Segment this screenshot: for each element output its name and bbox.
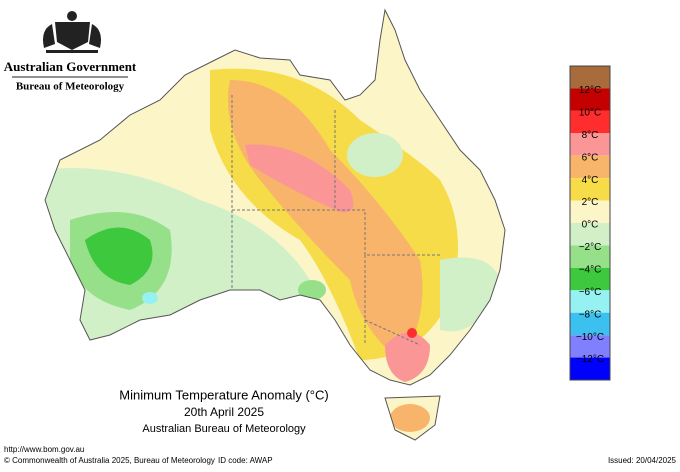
legend-swatch	[570, 88, 610, 111]
url: http://www.bom.gov.au	[4, 445, 84, 454]
legend-swatch	[570, 267, 610, 291]
legend-swatch	[570, 357, 610, 380]
legend-label: −2°C	[579, 242, 602, 253]
legend-label: 10°C	[579, 107, 601, 118]
legend-swatch	[570, 245, 610, 268]
id-code: ID code: AWAP	[218, 456, 273, 465]
legend-swatch	[570, 200, 610, 223]
legend-swatch	[570, 110, 610, 134]
government: Australian Government	[4, 59, 137, 74]
legend-swatch	[570, 66, 610, 89]
legend: 12°C 10°C 8°C 6°C 4°C 2°C 0°C −2°C −4°C −6°C −8°C −…	[569, 65, 611, 381]
legend-label: −12°C	[576, 354, 604, 365]
legend-label: −4°C	[579, 264, 602, 275]
legend-frame	[569, 65, 611, 381]
legend-label: 0°C	[582, 220, 599, 231]
map-date: 20th April 2025	[184, 405, 264, 419]
legend-label: −8°C	[579, 309, 602, 320]
legend-label: 8°C	[582, 130, 599, 141]
legend-label: −10°C	[576, 332, 604, 343]
legend-label: 6°C	[582, 152, 599, 163]
legend-swatch	[570, 133, 610, 156]
legend-swatch	[570, 335, 610, 358]
legend-swatch	[570, 155, 610, 179]
bureau: Bureau of Meteorology	[16, 81, 125, 93]
legend-label: 4°C	[582, 175, 599, 186]
issued: Issued: 20/04/2025	[608, 456, 677, 465]
legend-swatch	[570, 312, 610, 336]
copyright: © Commonwealth of Australia 2025, Bureau…	[4, 456, 215, 465]
legend-label: 12°C	[579, 85, 601, 96]
map-title: Minimum Temperature Anomaly (°C)	[119, 387, 328, 402]
map-source: Australian Bureau of Meteorology	[142, 423, 306, 435]
legend-label: −6°C	[579, 287, 602, 298]
legend-swatch	[570, 290, 610, 313]
coastline	[44, 8, 506, 441]
legend-swatch	[570, 178, 610, 201]
legend-swatch	[570, 223, 610, 246]
legend-label: 2°C	[582, 197, 599, 208]
coat-of-arms	[43, 11, 101, 53]
state-borders	[231, 95, 440, 346]
